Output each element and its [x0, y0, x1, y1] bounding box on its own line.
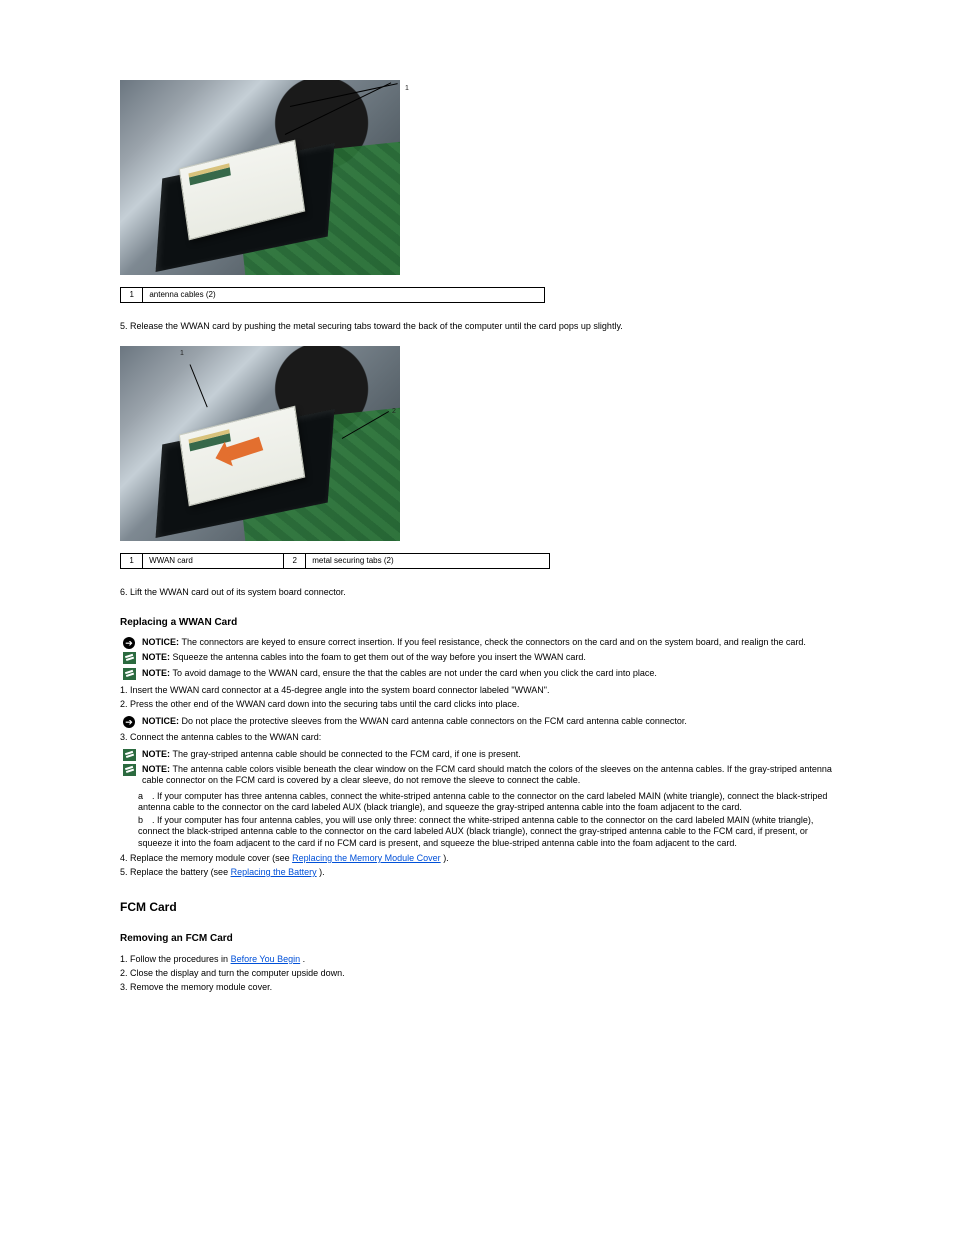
step-text: Lift the WWAN card out of its system boa…	[130, 587, 346, 597]
notice-icon: ➔	[123, 637, 136, 650]
step-item: 5. Replace the battery (see Replacing th…	[120, 867, 834, 878]
callout-1: 1	[180, 350, 184, 359]
substep-list: a. If your computer has three antenna ca…	[138, 791, 834, 849]
substep-text: If your computer has three antenna cable…	[138, 791, 827, 812]
substep-text: If your computer has four antenna cables…	[138, 815, 813, 848]
step-text-prefix: Replace the memory module cover (see	[130, 853, 292, 863]
legend-num: 1	[121, 288, 143, 303]
note-block: NOTE: The antenna cable colors visible b…	[120, 764, 834, 787]
note-icon	[123, 749, 136, 762]
note-block: NOTE: Squeeze the antenna cables into th…	[120, 652, 834, 663]
step-text: Press the other end of the WWAN card dow…	[130, 699, 519, 709]
callout-1: 1	[405, 85, 409, 94]
note-icon	[123, 652, 136, 665]
step-item: 1. Follow the procedures in Before You B…	[120, 954, 834, 965]
legend-desc: metal securing tabs (2)	[306, 554, 550, 569]
step-text-suffix: ).	[319, 867, 325, 877]
step-list: 1. Insert the WWAN card connector at a 4…	[120, 685, 834, 711]
note-block: NOTE: The gray-striped antenna cable sho…	[120, 749, 834, 760]
section-heading-removing-fcm: Removing an FCM Card	[120, 933, 834, 946]
step-text-suffix: .	[303, 954, 306, 964]
link-before-you-begin[interactable]: Before You Begin	[231, 954, 301, 964]
photo-image	[120, 346, 400, 541]
notice-icon: ➔	[123, 716, 136, 729]
figure-wwan-release: 1 2	[120, 346, 400, 541]
step-list: 6. Lift the WWAN card out of its system …	[120, 587, 834, 598]
substep-item: a. If your computer has three antenna ca…	[138, 791, 834, 814]
step-text: Release the WWAN card by pushing the met…	[130, 321, 623, 331]
step-item: 4. Replace the memory module cover (see …	[120, 853, 834, 864]
step-item: 5. Release the WWAN card by pushing the …	[120, 321, 834, 332]
step-item: 2. Press the other end of the WWAN card …	[120, 699, 834, 710]
note-text: Squeeze the antenna cables into the foam…	[173, 652, 586, 662]
step-item: 3. Remove the memory module cover.	[120, 982, 834, 993]
step-list: 3. Connect the antenna cables to the WWA…	[120, 732, 834, 743]
note-text: The antenna cable colors visible beneath…	[142, 764, 832, 785]
document-page: 1 1 antenna cables (2) 5. Release the WW…	[0, 0, 954, 1235]
photo-image	[120, 80, 400, 275]
note-icon	[123, 668, 136, 681]
step-list: 4. Replace the memory module cover (see …	[120, 853, 834, 879]
step-text-prefix: Replace the battery (see	[130, 867, 231, 877]
note-text: The gray-striped antenna cable should be…	[173, 749, 521, 759]
section-heading-fcm: FCM Card	[120, 900, 834, 915]
note-block: NOTE: To avoid damage to the WWAN card, …	[120, 668, 834, 679]
legend-table-top: 1 antenna cables (2)	[120, 287, 545, 303]
callout-2: 2	[392, 408, 396, 417]
step-text-suffix: ).	[443, 853, 449, 863]
notice-block: ➔ NOTICE: The connectors are keyed to en…	[120, 637, 834, 648]
table-row: 1 WWAN card 2 metal securing tabs (2)	[121, 554, 550, 569]
note-text: To avoid damage to the WWAN card, ensure…	[173, 668, 657, 678]
step-item: 2. Close the display and turn the comput…	[120, 968, 834, 979]
step-list: 5. Release the WWAN card by pushing the …	[120, 321, 834, 332]
legend-desc: WWAN card	[143, 554, 284, 569]
notice-block: ➔ NOTICE: Do not place the protective sl…	[120, 716, 834, 727]
step-text: Close the display and turn the computer …	[130, 968, 345, 978]
legend-num: 2	[284, 554, 306, 569]
legend-num: 1	[121, 554, 143, 569]
substep-item: b. If your computer has four antenna cab…	[138, 815, 834, 849]
link-replace-battery[interactable]: Replacing the Battery	[231, 867, 317, 877]
step-text: Connect the antenna cables to the WWAN c…	[130, 732, 321, 742]
step-text-prefix: Follow the procedures in	[130, 954, 231, 964]
section-heading-replacing-wwan: Replacing a WWAN Card	[120, 617, 834, 630]
step-text: Insert the WWAN card connector at a 45-d…	[130, 685, 549, 695]
step-text: Remove the memory module cover.	[130, 982, 272, 992]
legend-desc: antenna cables (2)	[143, 288, 545, 303]
step-item: 1. Insert the WWAN card connector at a 4…	[120, 685, 834, 696]
figure-wwan-cables: 1	[120, 80, 400, 275]
step-list: 1. Follow the procedures in Before You B…	[120, 954, 834, 994]
note-icon	[123, 764, 136, 777]
step-item: 6. Lift the WWAN card out of its system …	[120, 587, 834, 598]
step-item: 3. Connect the antenna cables to the WWA…	[120, 732, 834, 743]
notice-text: The connectors are keyed to ensure corre…	[182, 637, 806, 647]
table-row: 1 antenna cables (2)	[121, 288, 545, 303]
link-replace-memory-cover[interactable]: Replacing the Memory Module Cover	[292, 853, 441, 863]
legend-table-mid: 1 WWAN card 2 metal securing tabs (2)	[120, 553, 550, 569]
